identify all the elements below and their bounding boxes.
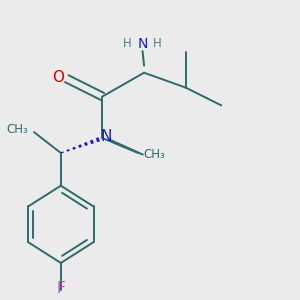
Text: H: H	[153, 37, 162, 50]
Text: O: O	[52, 70, 64, 85]
Text: CH₃: CH₃	[144, 148, 165, 161]
Text: N: N	[100, 129, 112, 144]
Text: H: H	[123, 37, 132, 50]
Text: CH₃: CH₃	[7, 123, 28, 136]
Text: F: F	[56, 281, 65, 296]
Text: N: N	[137, 38, 148, 52]
